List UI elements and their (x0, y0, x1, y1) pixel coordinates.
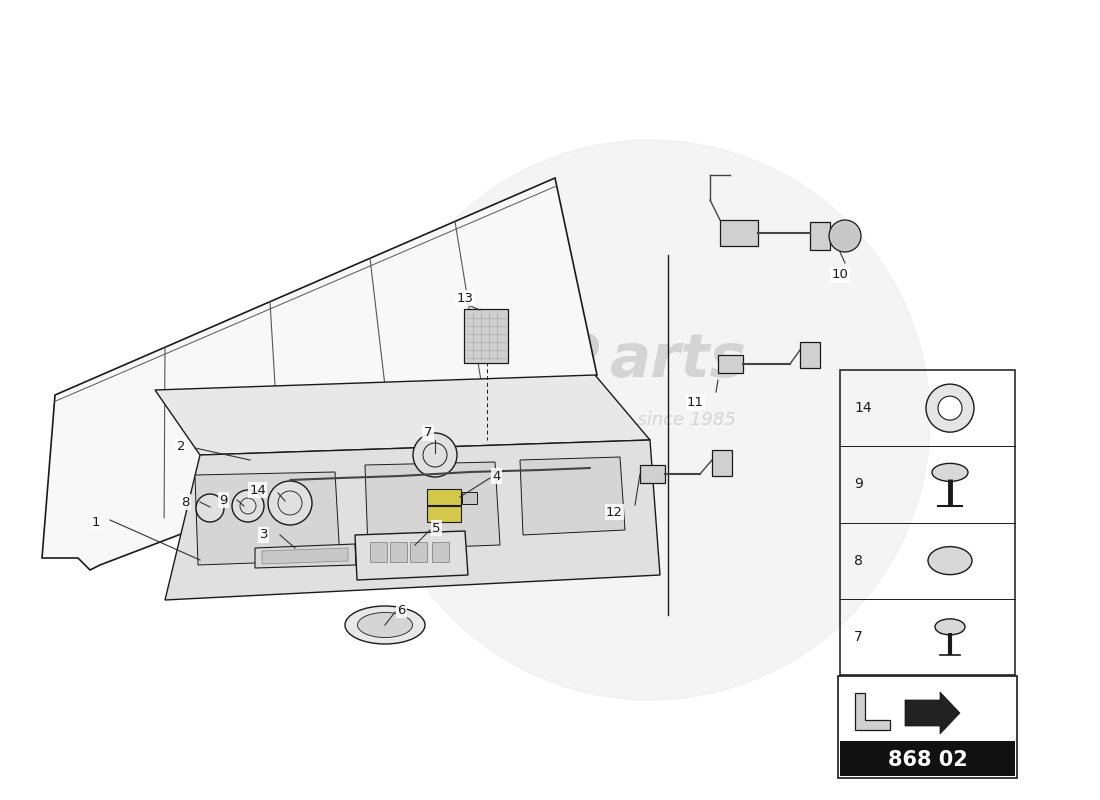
Polygon shape (520, 457, 625, 535)
Text: 868 02: 868 02 (888, 750, 967, 770)
Circle shape (268, 481, 312, 525)
Polygon shape (42, 178, 597, 570)
Bar (712, 450, 732, 476)
Text: 6: 6 (397, 603, 406, 617)
Circle shape (938, 396, 962, 420)
Ellipse shape (358, 613, 412, 638)
Text: arts: arts (610, 330, 747, 390)
FancyBboxPatch shape (838, 676, 1018, 778)
Text: euro: euro (383, 330, 540, 390)
Text: 4: 4 (492, 470, 500, 482)
Circle shape (926, 384, 974, 432)
Text: 11: 11 (688, 395, 704, 409)
Polygon shape (195, 472, 340, 565)
Text: 2: 2 (176, 439, 185, 453)
Text: 10: 10 (832, 269, 848, 282)
Bar (840, 741, 1015, 776)
Text: 8: 8 (182, 495, 190, 509)
Polygon shape (155, 375, 650, 455)
FancyBboxPatch shape (427, 489, 461, 505)
Text: 1: 1 (91, 515, 100, 529)
Bar (432, 542, 449, 562)
Text: 8: 8 (854, 554, 862, 568)
Polygon shape (365, 462, 501, 550)
Text: 13: 13 (456, 291, 473, 305)
Ellipse shape (935, 619, 965, 635)
Text: 5: 5 (432, 522, 440, 534)
Polygon shape (165, 440, 660, 600)
Bar (410, 542, 427, 562)
Ellipse shape (928, 546, 972, 574)
Text: 12: 12 (606, 506, 623, 518)
Circle shape (370, 140, 929, 700)
Polygon shape (255, 544, 356, 568)
Circle shape (196, 494, 224, 522)
Bar (840, 370, 1015, 675)
Circle shape (232, 490, 264, 522)
Text: 9: 9 (220, 494, 228, 506)
Text: 7: 7 (424, 426, 432, 439)
Ellipse shape (345, 606, 425, 644)
Polygon shape (905, 692, 960, 734)
Text: 3: 3 (260, 529, 268, 542)
Bar (720, 220, 758, 246)
Circle shape (829, 220, 861, 252)
Bar (718, 355, 743, 373)
Text: P: P (556, 330, 600, 390)
Ellipse shape (932, 463, 968, 482)
Bar (800, 342, 820, 368)
Text: a passion for parts since 1985: a passion for parts since 1985 (464, 411, 736, 429)
Bar (370, 542, 387, 562)
Bar (640, 465, 666, 483)
FancyBboxPatch shape (427, 506, 461, 522)
Bar (462, 492, 477, 504)
FancyBboxPatch shape (464, 309, 508, 363)
Bar (810, 222, 830, 250)
Text: 14: 14 (854, 401, 871, 415)
Text: 7: 7 (854, 630, 862, 644)
Text: 14: 14 (249, 483, 266, 497)
Bar (390, 542, 407, 562)
Polygon shape (855, 693, 890, 730)
Circle shape (412, 433, 456, 477)
Text: 9: 9 (854, 478, 862, 491)
Polygon shape (262, 548, 348, 564)
Polygon shape (355, 531, 468, 580)
